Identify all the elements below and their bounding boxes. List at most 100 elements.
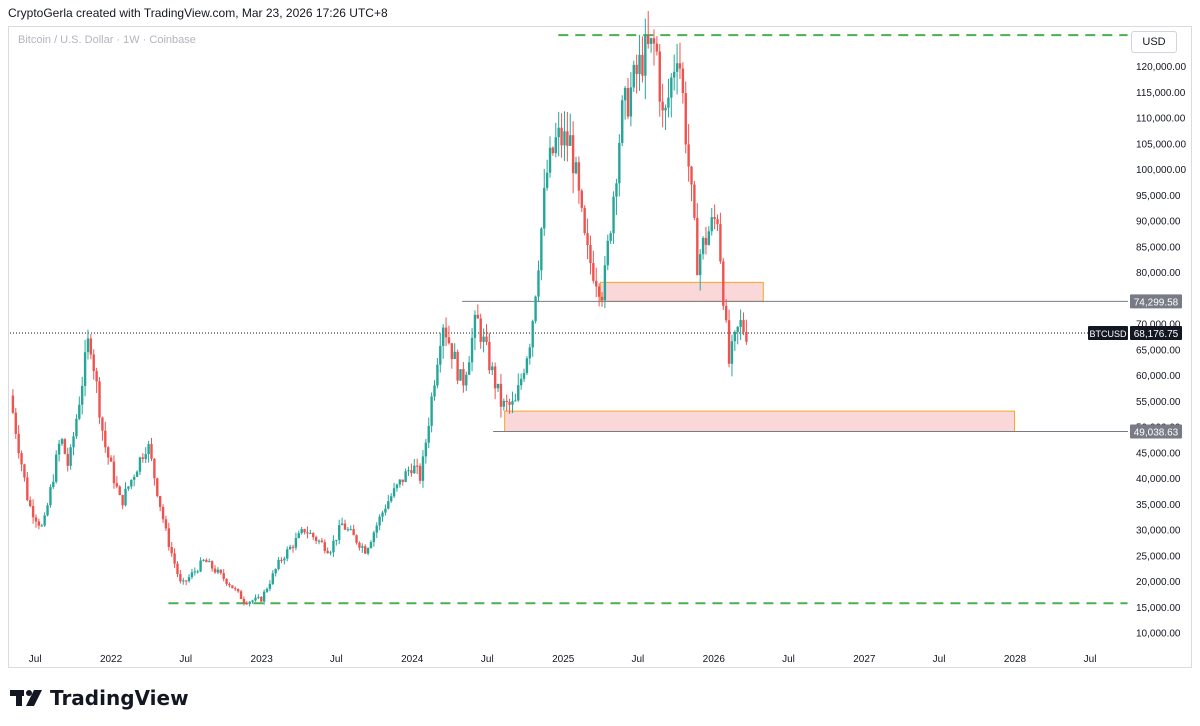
candle-body-48: [150, 444, 153, 459]
candle-body-77: [234, 588, 237, 590]
candle-body-229: [672, 71, 676, 78]
candle-body-238: [698, 254, 702, 276]
candle-body-32: [104, 430, 107, 448]
candle-body-62: [190, 572, 194, 578]
candle-body-6: [29, 500, 32, 506]
chart-header: CryptoGerla created with TradingView.com…: [8, 6, 388, 20]
candle-body-133: [395, 484, 399, 489]
candle-body-126: [375, 525, 378, 533]
candle-body-176: [519, 378, 523, 386]
candle-body-93: [280, 559, 283, 561]
time-tick-label: 2025: [552, 654, 575, 665]
candle-body-81: [245, 602, 249, 605]
candle-body-3: [20, 453, 23, 465]
candle-body-75: [228, 583, 231, 586]
candle-body-199: [586, 233, 589, 246]
candle-body-98: [294, 537, 298, 548]
candle-body-173: [511, 401, 514, 405]
candle-body-225: [661, 101, 664, 111]
candle-body-204: [600, 296, 604, 301]
zone-rect-1: [504, 410, 1016, 433]
candle-body-95: [286, 549, 289, 559]
candle-body-148: [439, 345, 442, 365]
candle-body-121: [361, 546, 364, 548]
candle-body-34: [109, 457, 113, 462]
candle-body-84: [254, 597, 257, 601]
candle-body-94: [283, 558, 286, 561]
candle-body-138: [410, 470, 413, 474]
candle-body-213: [626, 87, 630, 117]
candle-body-42: [132, 476, 136, 480]
time-tick-label: Jul: [179, 654, 192, 665]
candle-body-65: [199, 560, 202, 572]
tradingview-logo-icon: [10, 690, 42, 706]
candle-body-247: [724, 305, 728, 321]
time-tick-label: Jul: [481, 654, 494, 665]
candle-body-231: [678, 63, 682, 69]
candle-body-110: [329, 552, 332, 554]
candle-body-209: [615, 183, 618, 197]
candle-body-142: [421, 456, 425, 481]
candle-body-2: [17, 433, 20, 454]
candle-body-239: [701, 237, 705, 255]
candle-body-240: [704, 237, 708, 245]
time-tick-label: 2026: [703, 654, 726, 665]
candle-body-223: [655, 43, 659, 52]
candle-body-112: [335, 539, 338, 541]
candle-body-90: [271, 573, 274, 584]
candle-body-118: [352, 529, 355, 536]
candle-body-71: [216, 569, 220, 573]
candle-body-188: [554, 137, 557, 154]
candle-body-221: [649, 38, 653, 44]
candle-body-236: [693, 184, 696, 218]
candle-body-26: [86, 338, 90, 353]
candle-body-82: [248, 601, 251, 605]
candle-body-227: [667, 97, 670, 108]
candle-body-115: [343, 523, 347, 530]
price-tick-label: 60,000.00: [1136, 371, 1181, 382]
candle-body-122: [364, 546, 367, 554]
candle-body-243: [713, 217, 716, 220]
tradingview-logo[interactable]: TradingView: [10, 686, 189, 710]
candle-body-111: [332, 540, 335, 553]
candle-body-146: [433, 385, 436, 397]
candle-body-86: [260, 596, 263, 602]
candle-body-139: [413, 465, 416, 474]
candle-body-104: [312, 533, 315, 538]
candle-body-198: [583, 207, 586, 234]
candle-body-206: [606, 240, 609, 266]
candle-body-109: [326, 550, 329, 554]
price-tick-label: 110,000.00: [1136, 114, 1186, 125]
price-tick-label: 70,000.00: [1136, 320, 1181, 331]
candle-body-216: [635, 64, 638, 74]
candle-body-200: [589, 245, 592, 264]
candle-body-184: [543, 187, 546, 229]
candle-body-8: [34, 517, 38, 522]
currency-button[interactable]: USD: [1131, 31, 1177, 53]
candle-body-130: [387, 501, 390, 509]
time-tick-label: 2024: [401, 654, 424, 665]
price-badge-label-0: 74,299.58: [1134, 297, 1179, 308]
candle-body-141: [418, 465, 422, 481]
candle-body-5: [26, 477, 29, 501]
candle-body-119: [355, 535, 358, 543]
candle-body-136: [404, 471, 407, 482]
candle-body-232: [681, 68, 685, 94]
candle-body-92: [277, 559, 280, 570]
candle-body-230: [675, 63, 679, 72]
candle-body-15: [55, 454, 58, 482]
candle-body-217: [638, 54, 641, 74]
candle-body-96: [288, 546, 292, 550]
candle-body-167: [493, 366, 497, 389]
candle-body-37: [118, 486, 121, 496]
candle-body-132: [392, 488, 396, 497]
candle-body-155: [459, 369, 462, 381]
candle-body-21: [72, 436, 75, 448]
candle-body-140: [415, 465, 419, 467]
candle-body-168: [496, 383, 500, 389]
candle-body-228: [670, 77, 673, 98]
candle-body-178: [525, 358, 529, 374]
candle-body-80: [242, 598, 246, 603]
candle-body-105: [314, 537, 318, 541]
